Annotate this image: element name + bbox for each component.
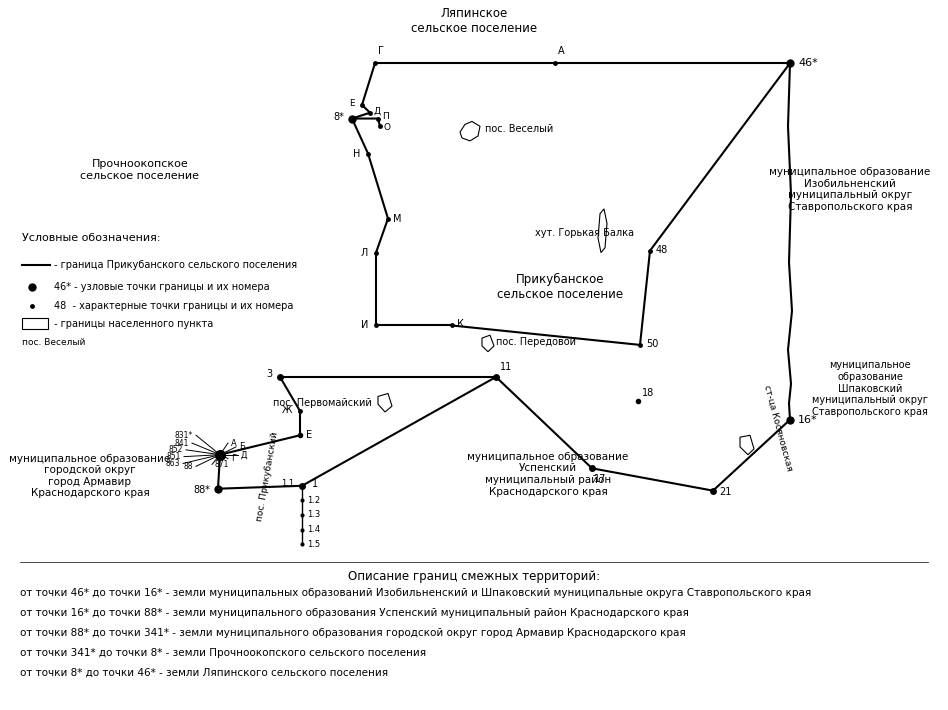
- Text: муниципальное образование
Изобильненский
муниципальный округ
Ставропольского кра: муниципальное образование Изобильненский…: [770, 167, 931, 212]
- Text: И: И: [360, 320, 368, 330]
- Text: пос. Прикубанский: пос. Прикубанский: [255, 430, 280, 522]
- Text: 48: 48: [656, 245, 668, 255]
- Text: 1.3: 1.3: [307, 510, 320, 520]
- Text: 851: 851: [167, 452, 181, 461]
- Polygon shape: [378, 393, 392, 412]
- Text: от точки 16* до точки 88* - земли муниципального образования Успенский муниципал: от точки 16* до точки 88* - земли муници…: [20, 608, 689, 618]
- Text: Условные обозначения:: Условные обозначения:: [22, 233, 160, 243]
- Text: 841: 841: [174, 439, 189, 447]
- Text: 1.4: 1.4: [307, 525, 320, 534]
- Text: 21: 21: [719, 486, 731, 496]
- Text: 16*: 16*: [798, 415, 817, 425]
- Text: О: О: [384, 123, 391, 132]
- Text: 1.5: 1.5: [307, 540, 320, 549]
- Text: от точки 8* до точки 46* - земли Ляпинского сельского поселения: от точки 8* до точки 46* - земли Ляпинск…: [20, 668, 388, 678]
- Text: - границы населенного пункта: - границы населенного пункта: [54, 319, 213, 329]
- Text: от точки 46* до точки 16* - земли муниципальных образований Изобильненский и Шпа: от точки 46* до точки 16* - земли муници…: [20, 588, 811, 598]
- Text: 48  - характерные точки границы и их номера: 48 - характерные точки границы и их номе…: [54, 301, 293, 311]
- Text: пос. Передовой: пос. Передовой: [496, 337, 576, 347]
- Polygon shape: [598, 209, 607, 253]
- Text: пос. Первомайский: пос. Первомайский: [273, 398, 372, 408]
- Text: Ж: Ж: [282, 405, 292, 415]
- Text: 88: 88: [184, 462, 193, 471]
- Text: муниципальное образование
Успенский
муниципальный район
Краснодарского края: муниципальное образование Успенский муни…: [467, 452, 629, 496]
- Text: 88*: 88*: [193, 485, 210, 495]
- Text: Д: Д: [374, 106, 381, 115]
- Text: от точки 88* до точки 341* - земли муниципального образования городской округ го: от точки 88* до точки 341* - земли муниц…: [20, 628, 685, 638]
- Text: Е: Е: [350, 99, 355, 109]
- Text: Д: Д: [241, 450, 247, 459]
- Text: 50: 50: [646, 339, 658, 349]
- Text: муниципальное образование
городской округ
город Армавир
Краснодарского края: муниципальное образование городской окру…: [9, 454, 171, 498]
- Text: хут. Горькая Балка: хут. Горькая Балка: [535, 228, 634, 238]
- Text: Н: Н: [353, 148, 360, 158]
- Text: пос. Веселый: пос. Веселый: [485, 124, 554, 134]
- Text: 8*: 8*: [333, 111, 344, 121]
- Text: муниципальное
образование
Шпаковский
муниципальный округ
Ставропольского края: муниципальное образование Шпаковский мун…: [812, 361, 928, 417]
- Text: 863: 863: [166, 459, 180, 468]
- Text: А: А: [231, 439, 237, 447]
- Text: 871: 871: [215, 460, 229, 469]
- Text: 852: 852: [169, 445, 183, 454]
- Text: 18: 18: [642, 388, 654, 398]
- Polygon shape: [460, 121, 480, 141]
- Text: Прочноокопское
сельское поселение: Прочноокопское сельское поселение: [81, 159, 199, 181]
- Text: 11: 11: [500, 362, 512, 372]
- Text: - граница Прикубанского сельского поселения: - граница Прикубанского сельского поселе…: [54, 261, 297, 271]
- Text: 831*: 831*: [174, 431, 193, 439]
- Text: Прикубанское
сельское поселение: Прикубанское сельское поселение: [497, 273, 623, 300]
- Text: 17: 17: [594, 474, 607, 484]
- Bar: [22, 317, 48, 329]
- Text: от точки 341* до точки 8* - земли Прочноокопского сельского поселения: от точки 341* до точки 8* - земли Прочно…: [20, 648, 426, 658]
- Text: 1.1: 1.1: [281, 479, 294, 488]
- Text: ст-ца Косяновская: ст-ца Косяновская: [762, 383, 793, 471]
- Polygon shape: [482, 335, 494, 351]
- Text: Г: Г: [378, 46, 384, 56]
- Text: пос. Веселый: пос. Веселый: [22, 339, 85, 347]
- Text: Л: Л: [361, 248, 368, 258]
- Text: П: П: [382, 112, 389, 121]
- Text: Ляпинское
сельское поселение: Ляпинское сельское поселение: [410, 7, 538, 36]
- Text: Б: Б: [239, 442, 245, 452]
- Text: 46* - узловые точки границы и их номера: 46* - узловые точки границы и их номера: [54, 282, 269, 292]
- Text: 1: 1: [312, 479, 319, 489]
- Text: Описание границ смежных территорий:: Описание границ смежных территорий:: [348, 570, 600, 583]
- Text: Г: Г: [231, 454, 236, 463]
- Text: 1.2: 1.2: [307, 496, 320, 505]
- Text: К: К: [457, 319, 464, 329]
- Text: Е: Е: [306, 430, 312, 440]
- Text: А: А: [558, 46, 565, 56]
- Text: 46*: 46*: [798, 58, 818, 68]
- Polygon shape: [740, 435, 754, 454]
- Text: 3: 3: [265, 369, 272, 379]
- Text: М: М: [393, 214, 402, 224]
